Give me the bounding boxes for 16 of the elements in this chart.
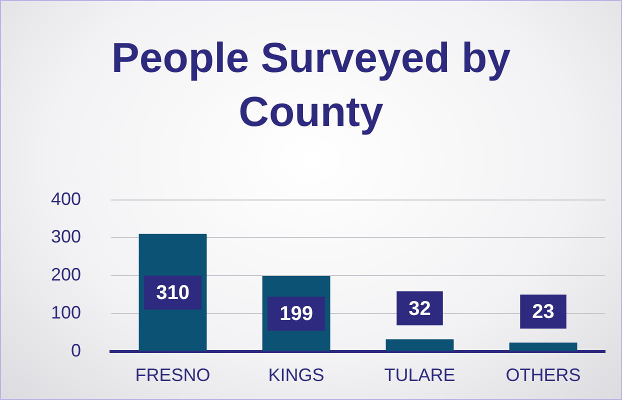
y-tick-label: 200 [50, 264, 82, 285]
x-tick-label: TULARE [384, 365, 456, 386]
data-label: 199 [280, 303, 313, 326]
y-tick-label: 100 [50, 302, 82, 322]
y-tick-label: 0 [71, 340, 82, 360]
data-label: 23 [532, 301, 554, 324]
x-tick-label: KINGS [268, 365, 324, 386]
data-label: 32 [408, 298, 431, 320]
x-tick-label: OTHERS [506, 365, 581, 386]
bar [509, 342, 578, 351]
x-tick-label: FRESNO [135, 365, 210, 386]
data-label: 310 [156, 282, 190, 304]
y-tick-label: 300 [50, 226, 82, 247]
bar [386, 339, 454, 351]
chart-title: People Surveyed by County [110, 33, 512, 137]
y-tick-label: 400 [50, 188, 82, 209]
